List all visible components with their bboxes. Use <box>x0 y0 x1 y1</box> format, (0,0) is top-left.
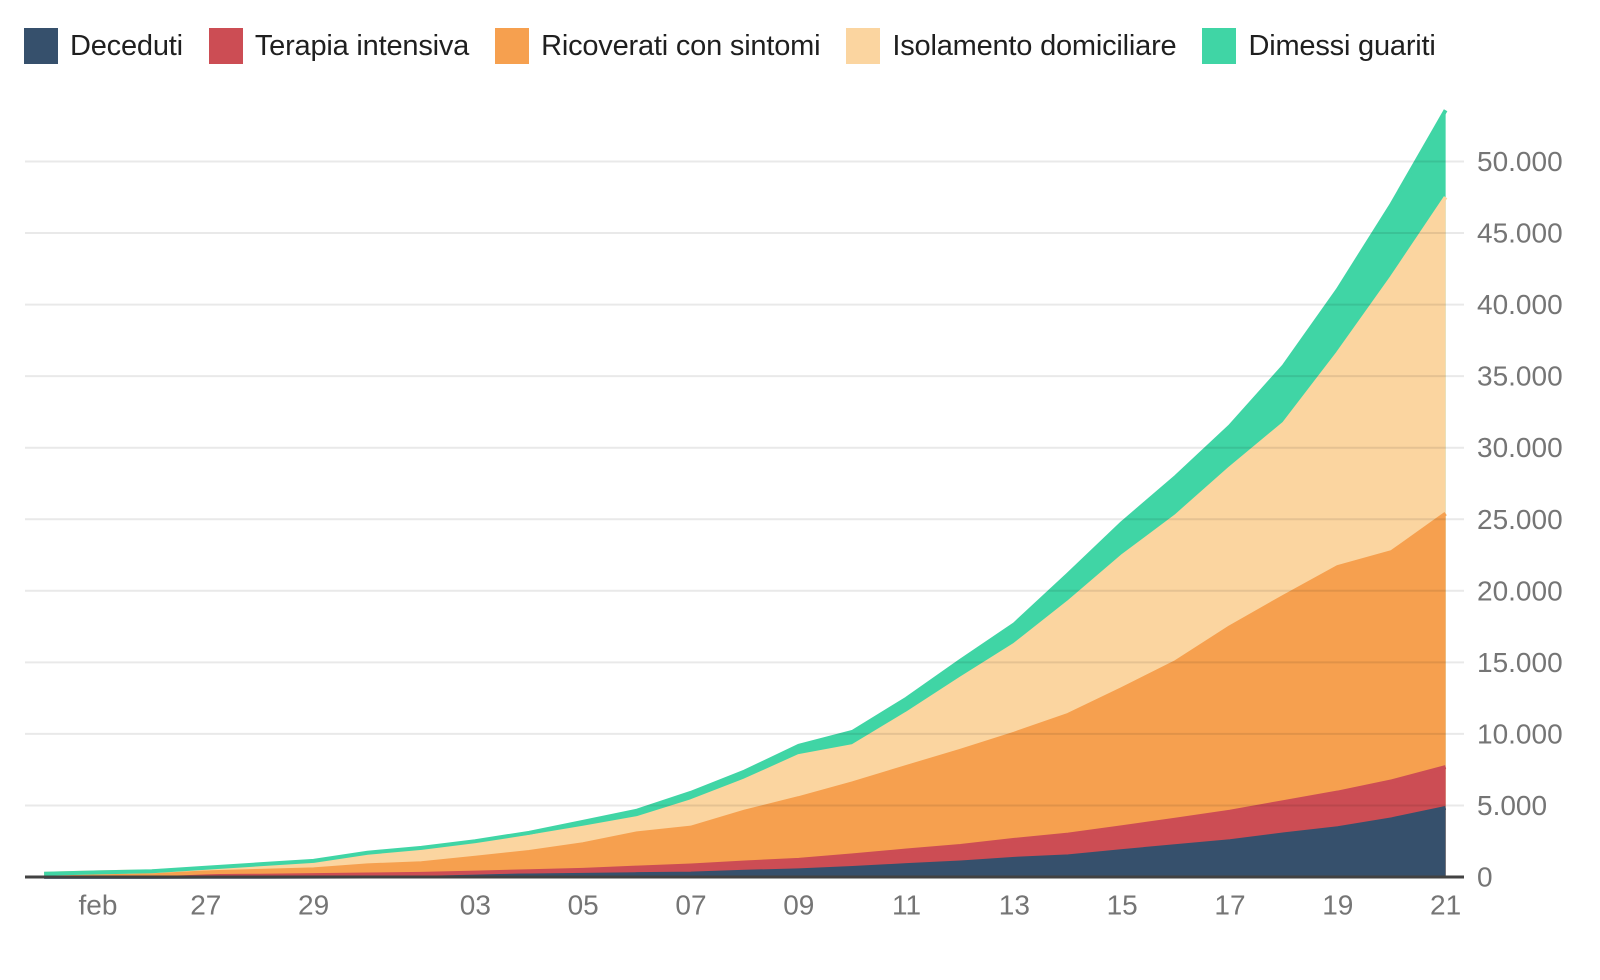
y-axis-label: 40.000 <box>1477 289 1563 320</box>
y-axis-label: 15.000 <box>1477 647 1563 678</box>
legend-item-deceduti: Deceduti <box>24 28 183 64</box>
y-axis-label: 20.000 <box>1477 575 1563 606</box>
x-axis-label: feb <box>79 890 118 921</box>
x-axis-label: 07 <box>675 890 706 921</box>
x-axis-label: 29 <box>298 890 329 921</box>
x-axis-label: 09 <box>783 890 814 921</box>
x-axis-label: 21 <box>1430 890 1461 921</box>
isolamento-domiciliare-swatch-icon <box>846 28 881 64</box>
legend-item-label: Deceduti <box>70 29 183 62</box>
x-axis-label: 15 <box>1107 890 1138 921</box>
area-terapia-intensiva[interactable] <box>44 767 1446 877</box>
area-ricoverati-con-sintomi[interactable] <box>44 513 1446 877</box>
y-axis-label: 10.000 <box>1477 718 1563 749</box>
legend-item-dimessi-guariti: Dimessi guariti <box>1202 28 1436 64</box>
y-axis-label: 0 <box>1477 862 1493 893</box>
y-axis-label: 50.000 <box>1477 146 1563 177</box>
y-axis-label: 25.000 <box>1477 504 1563 535</box>
x-axis-label: 03 <box>460 890 491 921</box>
legend-item-ricoverati-con-sintomi: Ricoverati con sintomi <box>495 28 821 64</box>
legend-item-label: Terapia intensiva <box>254 29 470 62</box>
area-deceduti[interactable] <box>44 807 1446 877</box>
line-ricoverati-con-sintomi <box>44 512 1447 878</box>
x-axis-label: 27 <box>190 890 221 921</box>
x-axis-label: 13 <box>999 890 1030 921</box>
ricoverati-con-sintomi-swatch-icon <box>495 28 530 64</box>
x-axis-label: 17 <box>1214 890 1245 921</box>
x-axis-label: 19 <box>1322 890 1353 921</box>
legend-item-terapia-intensiva: Terapia intensiva <box>208 28 470 64</box>
legend-item-isolamento-domiciliare: Isolamento domiciliare <box>846 28 1177 64</box>
legend-item-label: Dimessi guariti <box>1248 29 1436 62</box>
terapia-intensiva-swatch-icon <box>208 28 243 64</box>
y-axis-label: 30.000 <box>1477 432 1563 463</box>
dimessi-guariti-swatch-icon <box>1202 28 1237 64</box>
x-axis-label: 11 <box>892 890 921 921</box>
line-dimessi-guariti <box>44 109 1448 876</box>
y-axis-label: 5.000 <box>1477 790 1547 821</box>
legend-item-label: Ricoverati con sintomi <box>541 29 821 62</box>
y-axis-label: 45.000 <box>1477 218 1563 249</box>
legend-item-label: Isolamento domiciliare <box>892 29 1177 62</box>
deceduti-swatch-icon <box>24 28 58 64</box>
y-axis-label: 35.000 <box>1477 361 1563 392</box>
x-axis-label: 05 <box>568 890 599 921</box>
legend: Deceduti Terapia intensiva Ricoverati co… <box>24 26 1436 66</box>
